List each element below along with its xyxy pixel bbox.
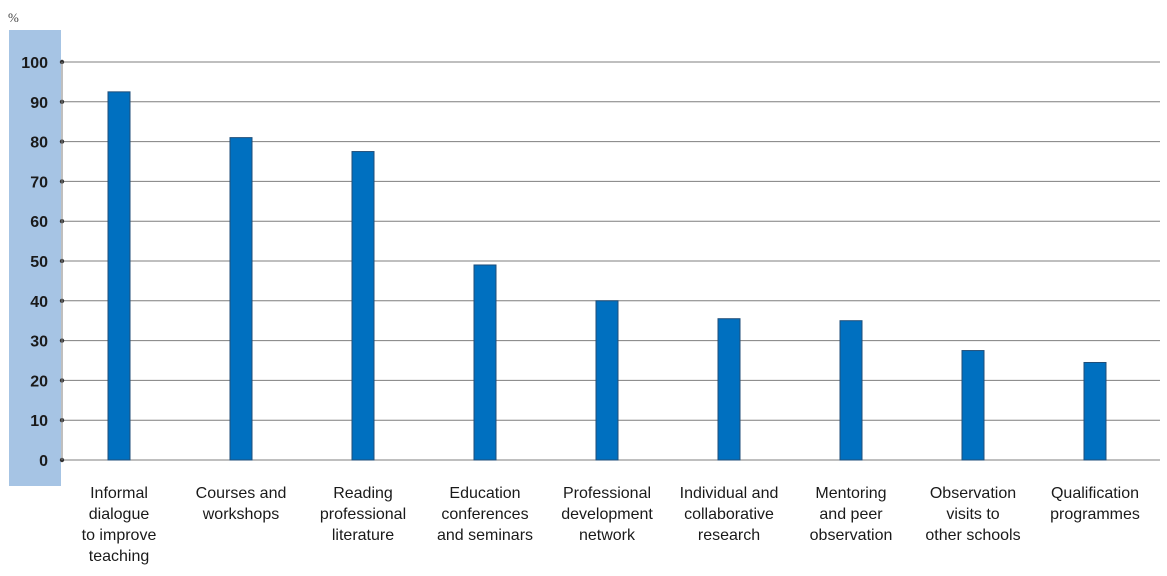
x-category-label-line: observation xyxy=(810,527,893,544)
y-axis-band xyxy=(9,30,61,486)
bar xyxy=(717,318,741,461)
x-category-label: Observation visits to other schools xyxy=(925,485,1020,544)
x-category-label-line: Mentoring xyxy=(815,485,886,502)
x-category-label-line: Informal xyxy=(90,485,148,502)
x-category-label-line: and seminars xyxy=(437,527,533,544)
y-tick-label: 10 xyxy=(30,413,48,430)
y-tick-label: 30 xyxy=(30,334,48,351)
x-category-label-line: research xyxy=(698,527,760,544)
x-category-label-line: Reading xyxy=(333,485,393,502)
y-tick-label: 50 xyxy=(30,254,48,271)
bars xyxy=(107,91,1107,461)
x-category-label: Mentoring and peer observation xyxy=(810,485,893,544)
x-category-label-line: Observation xyxy=(930,485,1016,502)
y-tick-label: 100 xyxy=(21,55,48,72)
x-category-label-line: collaborative xyxy=(684,506,774,523)
x-category-label-line: workshops xyxy=(202,506,279,523)
x-category-label-line: programmes xyxy=(1050,506,1140,523)
bar xyxy=(473,264,497,461)
bar xyxy=(229,137,253,461)
x-category-label: Education conferences and seminars xyxy=(437,485,533,544)
x-category-label: Individual and collaborative research xyxy=(680,485,779,544)
bar xyxy=(351,151,375,461)
y-tick-label: 20 xyxy=(30,373,48,390)
x-category-label-line: Professional xyxy=(563,485,651,502)
x-category-label-line: dialogue xyxy=(89,506,150,523)
x-category-label-line: visits to xyxy=(946,506,999,523)
x-category-label: Professional development network xyxy=(561,485,653,544)
y-tick-label: 90 xyxy=(30,95,48,112)
y-tick-label: 70 xyxy=(30,174,48,191)
x-category-label-line: Qualification xyxy=(1051,485,1139,502)
x-category-label-line: and peer xyxy=(819,506,883,523)
x-category-label-line: conferences xyxy=(441,506,528,523)
x-category-label-line: literature xyxy=(332,527,394,544)
x-category-label: Qualification programmes xyxy=(1050,485,1140,523)
x-category-label-line: Courses and xyxy=(196,485,287,502)
bar xyxy=(595,300,619,461)
x-category-label-line: teaching xyxy=(89,548,150,565)
y-tick-label: 60 xyxy=(30,214,48,231)
x-category-label: Courses and workshops xyxy=(196,485,287,523)
bar xyxy=(961,350,985,461)
x-category-label: Informal dialogue to improve teaching xyxy=(82,485,157,565)
y-tick-label: 0 xyxy=(39,453,48,470)
x-category-label: Reading professional literature xyxy=(320,485,406,544)
x-category-label-line: Individual and xyxy=(680,485,779,502)
x-category-label-line: network xyxy=(579,527,636,544)
bar xyxy=(107,91,131,461)
x-category-label-line: Education xyxy=(449,485,520,502)
category-labels: Informal dialogue to improve teaching Course… xyxy=(82,485,1140,565)
y-tick-label: 40 xyxy=(30,294,48,311)
x-category-label-line: development xyxy=(561,506,653,523)
bar xyxy=(1083,361,1107,461)
y-tick-label: 80 xyxy=(30,135,48,152)
y-axis-unit: % xyxy=(8,10,19,25)
x-category-label-line: professional xyxy=(320,506,406,523)
bar xyxy=(839,320,863,461)
x-category-label-line: other schools xyxy=(925,527,1020,544)
x-category-label-line: to improve xyxy=(82,527,157,544)
